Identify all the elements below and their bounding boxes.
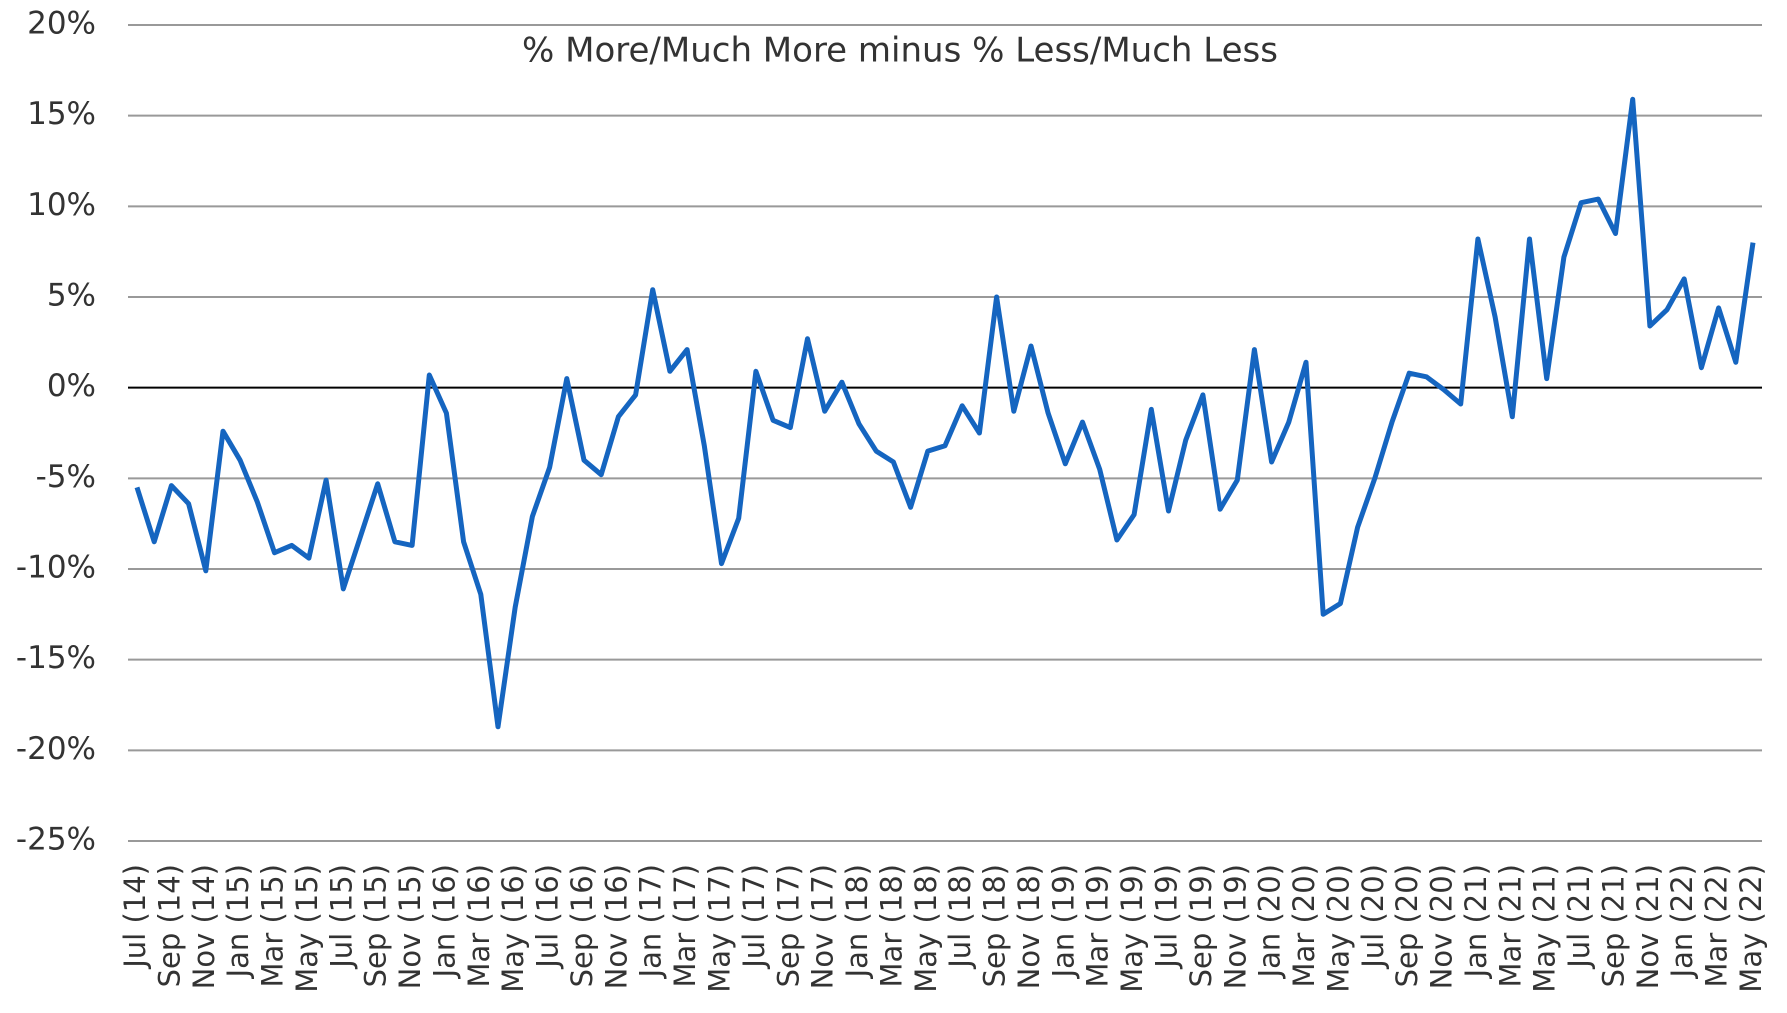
y-tick-label: 5% [47,278,96,314]
x-tick-label: Mar (16) [462,864,496,987]
x-tick-label: Sep (20) [1390,864,1424,987]
x-tick-label: May (15) [290,864,324,993]
line-series [134,96,1756,730]
x-tick-label: May (18) [909,864,943,993]
x-tick-label: Mar (22) [1700,864,1734,987]
x-tick-label: Jan (15) [221,864,255,979]
x-tick-label: Jan (17) [634,864,668,979]
x-tick-label: Sep (21) [1596,864,1630,987]
x-tick-label: May (21) [1528,864,1562,993]
y-tick-label: 15% [27,96,96,132]
y-tick-label: -20% [16,731,96,767]
x-tick-label: Nov (21) [1631,864,1665,989]
x-tick-label: Mar (17) [668,864,702,987]
y-tick-label: -15% [16,640,96,676]
x-tick-label: May (22) [1734,864,1768,993]
x-tick-label: Sep (16) [565,864,599,987]
y-tick-label: 20% [27,6,96,42]
x-tick-label: Nov (17) [806,864,840,989]
x-tick-label: Mar (18) [874,864,908,987]
y-tick-label: -5% [36,459,96,495]
x-tick-label: May (20) [1321,864,1355,993]
x-tick-label: Jan (21) [1459,864,1493,979]
x-tick-label: Jan (20) [1253,864,1287,979]
x-tick-label: Sep (18) [978,864,1012,987]
x-tick-label: Sep (17) [771,864,805,987]
x-tick-label: Sep (14) [152,864,186,987]
x-tick-label: May (16) [496,864,530,993]
x-tick-label: Jul (20) [1356,864,1390,970]
x-tick-label: Nov (14) [187,864,221,989]
x-tick-label: Jan (22) [1665,864,1699,979]
x-tick-label: May (19) [1115,864,1149,993]
x-tick-label: Sep (15) [359,864,393,987]
chart-title: % More/Much More minus % Less/Much Less [522,31,1278,71]
x-tick-label: Sep (19) [1184,864,1218,987]
x-tick-label: Jul (21) [1562,864,1596,970]
x-tick-label: May (17) [703,864,737,993]
x-tick-label: Jul (15) [324,864,358,970]
y-tick-label: 10% [27,187,96,223]
x-tick-label: Jul (16) [531,864,565,970]
x-tick-label: Mar (21) [1493,864,1527,987]
y-tick-label: -10% [16,550,96,586]
x-tick-label: Mar (20) [1287,864,1321,987]
x-tick-label: Jul (17) [737,864,771,970]
y-tick-label: 0% [47,368,96,404]
x-tick-label: Mar (19) [1081,864,1115,987]
x-tick-label: Jan (16) [427,864,461,979]
x-tick-label: Nov (18) [1012,864,1046,989]
y-tick-label: -25% [16,822,96,858]
x-tick-label: Mar (15) [256,864,290,987]
x-tick-label: Jul (18) [943,864,977,970]
x-tick-label: Nov (15) [393,864,427,989]
x-tick-label: Nov (19) [1218,864,1252,989]
x-tick-label: Jan (18) [840,864,874,979]
x-tick-label: Nov (20) [1425,864,1459,989]
x-tick-label: Jul (19) [1149,864,1183,970]
x-tick-label: Jul (14) [118,864,152,970]
x-tick-label: Nov (16) [599,864,633,989]
x-tick-label: Jan (19) [1046,864,1080,979]
